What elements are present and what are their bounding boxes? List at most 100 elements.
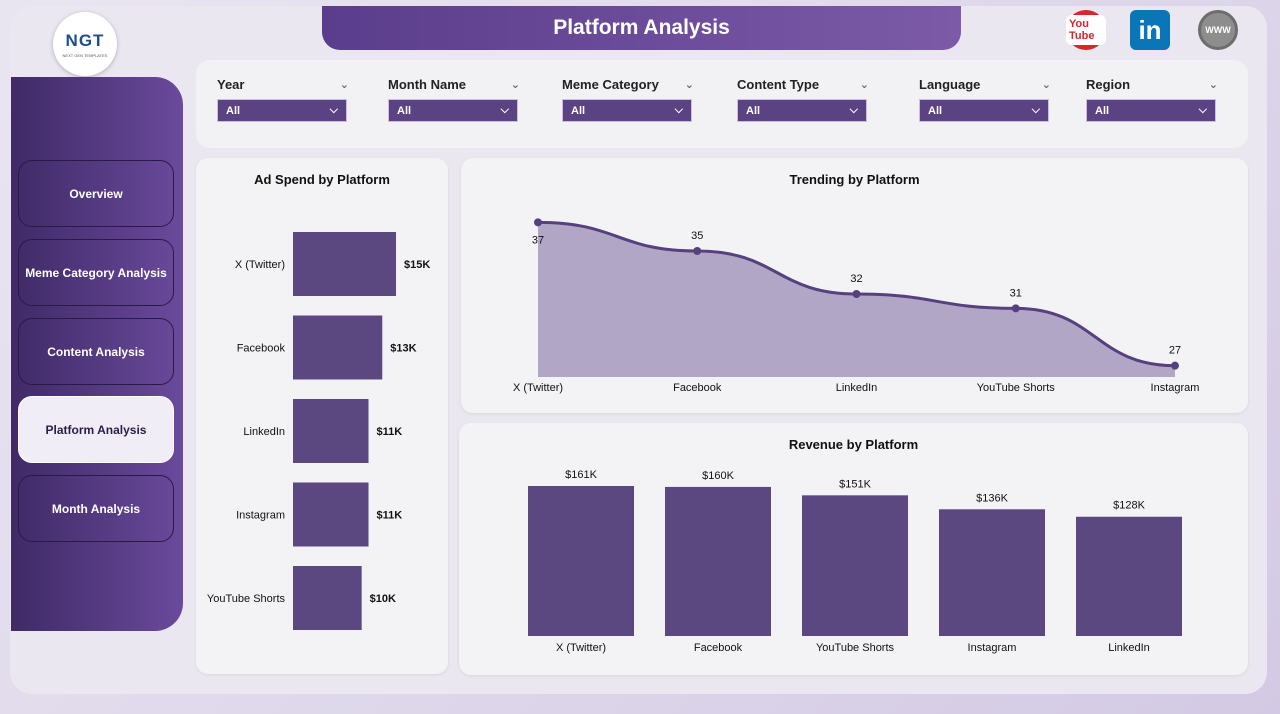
filter-label: Language bbox=[919, 76, 981, 92]
trending-category-label: Facebook bbox=[673, 382, 722, 394]
logo-subtext: NEXT GEN TEMPLATES bbox=[62, 52, 108, 58]
nav-meme-category-button[interactable]: Meme Category Analysis bbox=[18, 239, 174, 306]
ad-spend-value-label: $13K bbox=[390, 343, 416, 355]
nav-overview-button[interactable]: Overview bbox=[18, 160, 174, 227]
trending-value-label: 32 bbox=[850, 273, 862, 285]
filter-year: Year ⌄ All ⌵ bbox=[217, 76, 349, 122]
chevron-down-icon[interactable]: ⌄ bbox=[510, 78, 520, 91]
revenue-chart: $161K X (Twitter) $160K Facebook $151K YouTub… bbox=[528, 469, 1182, 654]
dropdown-value: All bbox=[746, 104, 761, 117]
linkedin-icon[interactable]: in bbox=[1130, 10, 1170, 50]
filter-language: Language ⌄ All ⌵ bbox=[919, 76, 1051, 122]
chevron-down-icon: ⌵ bbox=[329, 104, 338, 116]
filter-month-name: Month Name ⌄ All ⌵ bbox=[388, 76, 520, 122]
dropdown-value: All bbox=[1095, 104, 1110, 117]
trending-value-label: 37 bbox=[532, 234, 544, 246]
trending-point bbox=[852, 290, 861, 298]
meme-category-dropdown[interactable]: All ⌵ bbox=[562, 99, 692, 122]
website-globe-icon[interactable]: WWW bbox=[1198, 10, 1238, 50]
revenue-value-label: $161K bbox=[565, 469, 597, 481]
trending-category-label: X (Twitter) bbox=[513, 382, 563, 394]
ad-spend-category-label: LinkedIn bbox=[243, 426, 285, 438]
title-bar: Platform Analysis bbox=[322, 6, 961, 50]
trending-value-label: 31 bbox=[1010, 287, 1022, 299]
region-dropdown[interactable]: All ⌵ bbox=[1086, 99, 1216, 122]
chevron-down-icon[interactable]: ⌄ bbox=[684, 78, 694, 91]
filter-label: Month Name bbox=[388, 76, 466, 92]
chevron-down-icon: ⌵ bbox=[849, 104, 858, 116]
trending-point bbox=[1171, 361, 1179, 370]
revenue-bar bbox=[528, 486, 634, 636]
ad-spend-value-label: $11K bbox=[377, 426, 403, 438]
revenue-category-label: LinkedIn bbox=[1108, 642, 1150, 654]
ad-spend-chart: X (Twitter) $15K Facebook $13K LinkedIn $11K I… bbox=[207, 232, 430, 630]
filter-content-type: Content Type ⌄ All ⌵ bbox=[737, 76, 869, 122]
revenue-category-label: YouTube Shorts bbox=[816, 642, 895, 654]
trending-point bbox=[534, 218, 542, 227]
ad-spend-chart-title: Ad Spend by Platform bbox=[254, 172, 390, 187]
filter-region: Region ⌄ All ⌵ bbox=[1086, 76, 1218, 122]
ad-spend-bar bbox=[293, 232, 396, 296]
revenue-category-label: Facebook bbox=[694, 642, 743, 654]
revenue-value-label: $136K bbox=[976, 492, 1008, 504]
nav-content-analysis-button[interactable]: Content Analysis bbox=[18, 318, 174, 385]
ad-spend-category-label: Facebook bbox=[237, 343, 286, 355]
chevron-down-icon[interactable]: ⌄ bbox=[859, 78, 869, 91]
month-name-dropdown[interactable]: All ⌵ bbox=[388, 99, 518, 122]
ad-spend-category-label: X (Twitter) bbox=[235, 259, 285, 271]
filter-label: Region bbox=[1086, 76, 1131, 92]
revenue-value-label: $128K bbox=[1113, 500, 1145, 512]
chevron-down-icon[interactable]: ⌄ bbox=[339, 78, 349, 91]
trending-chart-title: Trending by Platform bbox=[789, 172, 920, 187]
chevron-down-icon: ⌵ bbox=[674, 104, 683, 116]
revenue-chart-title: Revenue by Platform bbox=[788, 437, 919, 452]
filter-meme-category: Meme Category ⌄ All ⌵ bbox=[562, 76, 694, 122]
filter-label: Year bbox=[217, 76, 245, 92]
website-icon-label: WWW bbox=[1205, 25, 1231, 35]
ad-spend-bar bbox=[293, 399, 369, 463]
ad-spend-category-label: Instagram bbox=[236, 510, 285, 522]
revenue-value-label: $151K bbox=[839, 478, 871, 490]
revenue-bar bbox=[1076, 516, 1182, 636]
filter-label: Meme Category bbox=[562, 76, 659, 92]
language-dropdown[interactable]: All ⌵ bbox=[919, 99, 1049, 122]
ad-spend-value-label: $11K bbox=[377, 510, 403, 522]
revenue-category-label: X (Twitter) bbox=[556, 642, 606, 654]
revenue-card: Revenue by Platform $161K X (Twitter) $160… bbox=[459, 423, 1248, 675]
dropdown-value: All bbox=[226, 104, 241, 117]
dropdown-value: All bbox=[928, 104, 943, 117]
nav-month-analysis-button[interactable]: Month Analysis bbox=[18, 475, 174, 542]
dropdown-value: All bbox=[397, 104, 412, 117]
trending-value-label: 35 bbox=[691, 230, 703, 242]
filter-panel: Year ⌄ All ⌵ Month Name ⌄ All ⌵ Meme Categor… bbox=[196, 60, 1248, 148]
revenue-bar bbox=[802, 495, 908, 636]
revenue-value-label: $160K bbox=[702, 470, 734, 482]
ad-spend-value-label: $10K bbox=[370, 593, 396, 605]
page-title: Platform Analysis bbox=[553, 16, 730, 39]
content-type-dropdown[interactable]: All ⌵ bbox=[737, 99, 867, 122]
revenue-bar bbox=[665, 486, 771, 636]
revenue-category-label: Instagram bbox=[968, 642, 1017, 654]
chevron-down-icon: ⌵ bbox=[1198, 104, 1207, 116]
linkedin-icon-label: in bbox=[1138, 14, 1162, 45]
revenue-bar bbox=[939, 509, 1045, 636]
nav-platform-analysis-button[interactable]: Platform Analysis bbox=[18, 396, 174, 463]
trending-chart: 37 X (Twitter) 35 Facebook 32 LinkedIn 31 YouTu… bbox=[513, 218, 1199, 394]
ad-spend-value-label: $15K bbox=[404, 259, 430, 271]
chevron-down-icon[interactable]: ⌄ bbox=[1041, 78, 1051, 91]
year-dropdown[interactable]: All ⌵ bbox=[217, 99, 347, 122]
filter-label: Content Type bbox=[737, 76, 820, 92]
youtube-icon[interactable]: You Tube bbox=[1066, 10, 1106, 50]
trending-point bbox=[1011, 304, 1020, 313]
trending-card: Trending by Platform 37 X (Twitter) 35 Face… bbox=[461, 158, 1248, 413]
trending-point bbox=[693, 247, 702, 255]
ad-spend-bar bbox=[293, 315, 383, 380]
trending-category-label: LinkedIn bbox=[836, 382, 878, 394]
chevron-down-icon[interactable]: ⌄ bbox=[1208, 78, 1218, 91]
ad-spend-category-label: YouTube Shorts bbox=[207, 593, 286, 605]
logo-text: NGT bbox=[65, 30, 105, 50]
sidebar: Overview Meme Category Analysis Content … bbox=[11, 77, 183, 631]
youtube-icon-label: You Tube bbox=[1066, 15, 1106, 45]
chevron-down-icon: ⌵ bbox=[500, 104, 509, 116]
dropdown-value: All bbox=[571, 104, 586, 117]
